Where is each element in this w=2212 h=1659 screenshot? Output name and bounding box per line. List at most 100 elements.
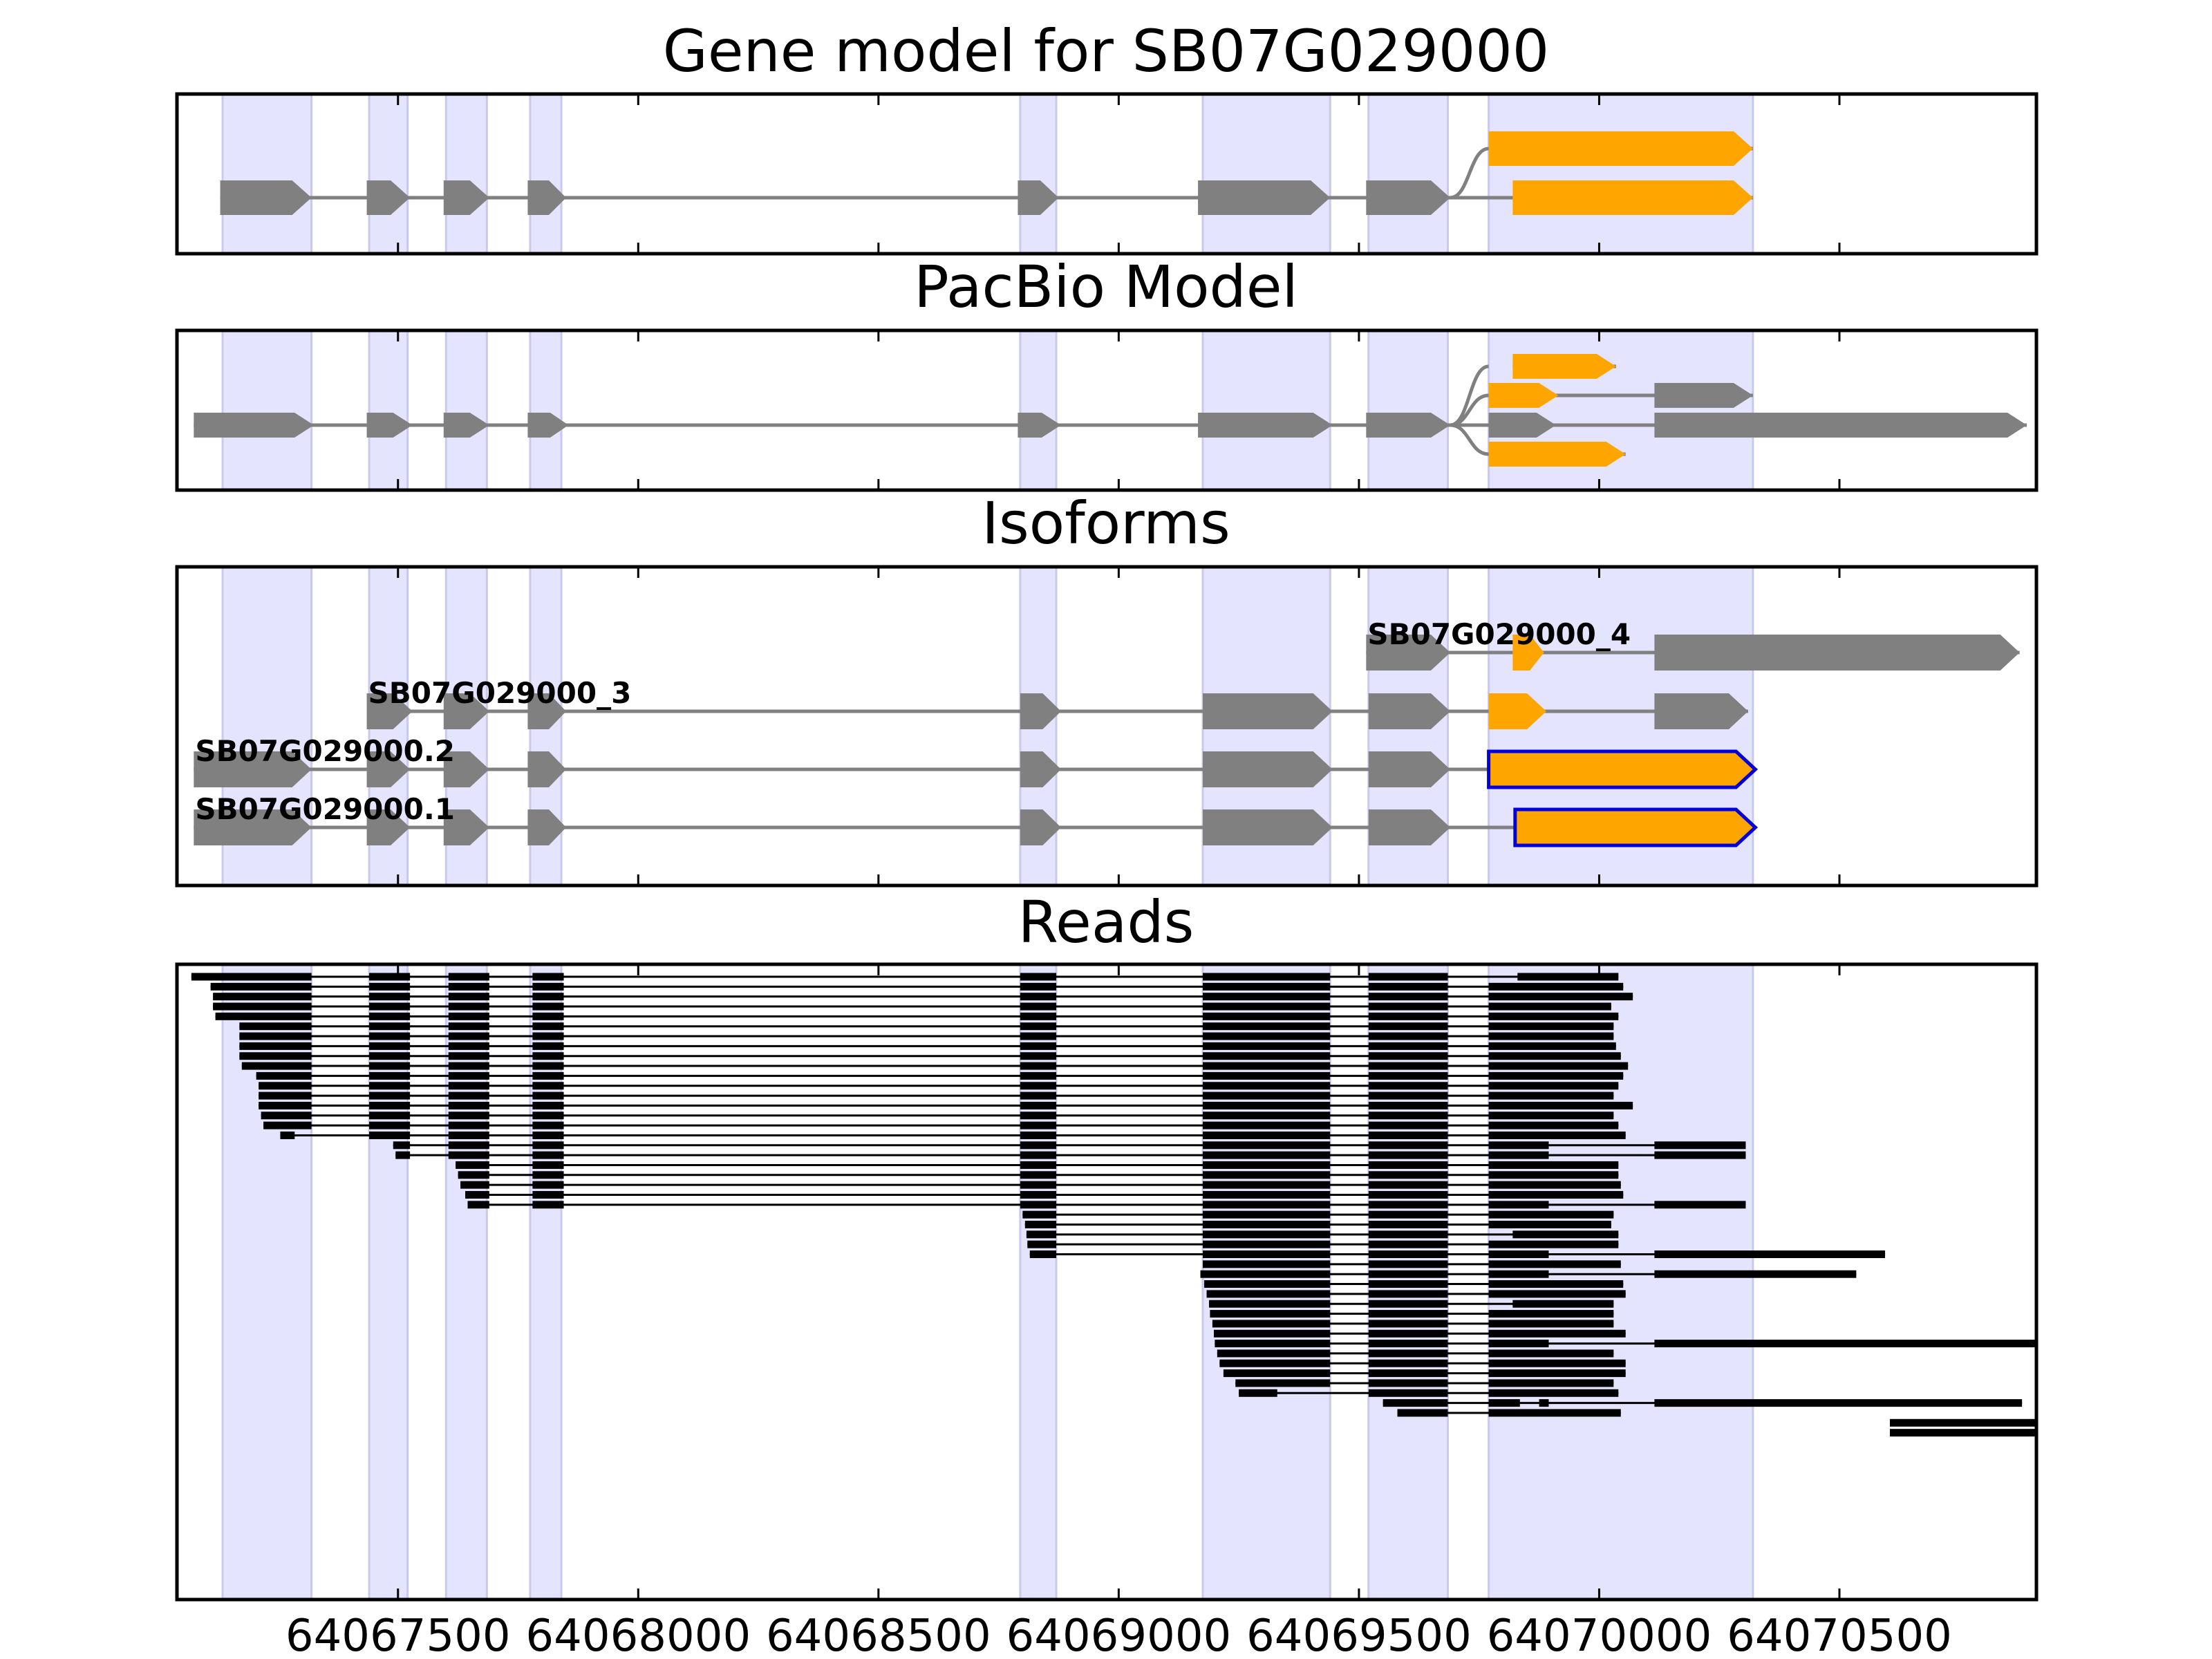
read-block	[1203, 1190, 1331, 1199]
x-tick-label: 64070000	[1487, 1611, 1712, 1659]
read-block	[1020, 1091, 1057, 1100]
read-block	[239, 1052, 312, 1060]
read-block	[1026, 1230, 1057, 1239]
read-block	[1382, 1399, 1448, 1407]
exon-block	[1020, 693, 1061, 729]
read-block	[1488, 1399, 1520, 1407]
read-block	[1488, 1260, 1621, 1268]
exon-block	[1198, 413, 1333, 438]
read-block	[532, 1190, 564, 1199]
read-block	[1203, 1062, 1331, 1070]
read-block	[465, 1190, 489, 1199]
read-block	[1488, 1320, 1614, 1328]
read-block	[1203, 1082, 1331, 1090]
read-block	[448, 1032, 489, 1040]
read-block	[1203, 1260, 1331, 1268]
exon-block	[443, 180, 489, 215]
read-block	[1203, 1032, 1331, 1040]
read-block	[1488, 1042, 1616, 1050]
read-block	[532, 993, 564, 1001]
read-block	[1020, 1151, 1057, 1159]
read-block	[456, 1161, 489, 1169]
read-block	[1219, 1359, 1331, 1367]
read-block	[448, 1052, 489, 1060]
read-block	[261, 1112, 312, 1120]
read-block	[1368, 1141, 1448, 1150]
read-block	[1368, 1091, 1448, 1100]
read-block	[1215, 1340, 1331, 1348]
read-block	[1368, 1329, 1448, 1338]
read-block	[1368, 1042, 1448, 1050]
read-block	[1239, 1389, 1277, 1397]
read-block	[1488, 1161, 1619, 1169]
panel-gene-model: Gene model for SB07G029000	[175, 17, 2038, 256]
read-block	[1020, 1161, 1057, 1169]
read-block	[369, 1002, 411, 1011]
read-block	[1020, 1190, 1057, 1199]
read-block	[532, 1052, 564, 1060]
read-block	[1203, 1230, 1331, 1239]
read-block	[532, 1071, 564, 1080]
read-block	[210, 982, 312, 991]
read-block	[1368, 1280, 1448, 1288]
read-block	[532, 1161, 564, 1169]
read-block	[1654, 1250, 1886, 1259]
read-block	[1488, 1240, 1619, 1248]
read-block	[1368, 1071, 1448, 1080]
exon-block	[194, 751, 312, 787]
isoform-label: SB07G029000_4	[1367, 617, 1631, 651]
read-block	[1488, 1022, 1614, 1031]
read-block	[1488, 1052, 1621, 1060]
read-block	[1368, 1032, 1448, 1040]
read-block	[448, 1112, 489, 1120]
read-block	[532, 1151, 564, 1159]
x-tick-label: 64069000	[1006, 1611, 1232, 1659]
read-block	[1368, 982, 1448, 991]
x-tick-label: 64068500	[766, 1611, 991, 1659]
read-block	[1020, 1101, 1057, 1109]
panel-frame	[175, 962, 2038, 1602]
read-block	[1203, 1112, 1331, 1120]
read-block	[1368, 1270, 1448, 1278]
read-block	[1368, 973, 1448, 981]
x-tick-label: 64069500	[1246, 1611, 1472, 1659]
exon-block	[1654, 383, 1753, 408]
read-block	[1654, 1201, 1746, 1209]
read-block	[1020, 1141, 1057, 1150]
read-block	[1488, 1112, 1614, 1120]
read-block	[369, 1082, 411, 1090]
exon-block	[527, 809, 567, 845]
read-block	[1368, 1221, 1448, 1228]
read-block	[1020, 1012, 1057, 1020]
read-block	[1368, 1210, 1448, 1219]
exon-block	[1368, 809, 1450, 845]
exon-block	[366, 413, 413, 438]
panel-frame	[175, 92, 2038, 256]
read-block	[1235, 1379, 1331, 1387]
read-block	[532, 1062, 564, 1070]
read-block	[1517, 973, 1619, 981]
exon-region-shade	[529, 93, 563, 255]
exon-block	[443, 809, 489, 845]
read-block	[256, 1071, 312, 1080]
read-block	[448, 1012, 489, 1020]
read-block	[1368, 1151, 1448, 1159]
read-block	[1368, 1320, 1448, 1328]
read-block	[448, 1062, 489, 1070]
read-block	[1368, 1260, 1448, 1268]
read-block	[532, 1022, 564, 1031]
read-block	[1488, 1221, 1611, 1228]
read-block	[1488, 1141, 1549, 1150]
panel-title-isoforms: Isoforms	[982, 489, 1230, 557]
read-block	[1368, 1379, 1448, 1387]
read-block	[1368, 1131, 1448, 1139]
panel-frame	[175, 565, 2038, 888]
isoform-label: SB07G029000_3	[368, 676, 632, 710]
read-block	[1488, 1131, 1626, 1139]
read-block	[1368, 1369, 1448, 1378]
read-block	[1020, 1062, 1057, 1070]
read-block	[393, 1141, 411, 1150]
exon-block	[443, 693, 489, 729]
read-block	[1368, 1240, 1448, 1248]
read-block	[532, 1171, 564, 1179]
